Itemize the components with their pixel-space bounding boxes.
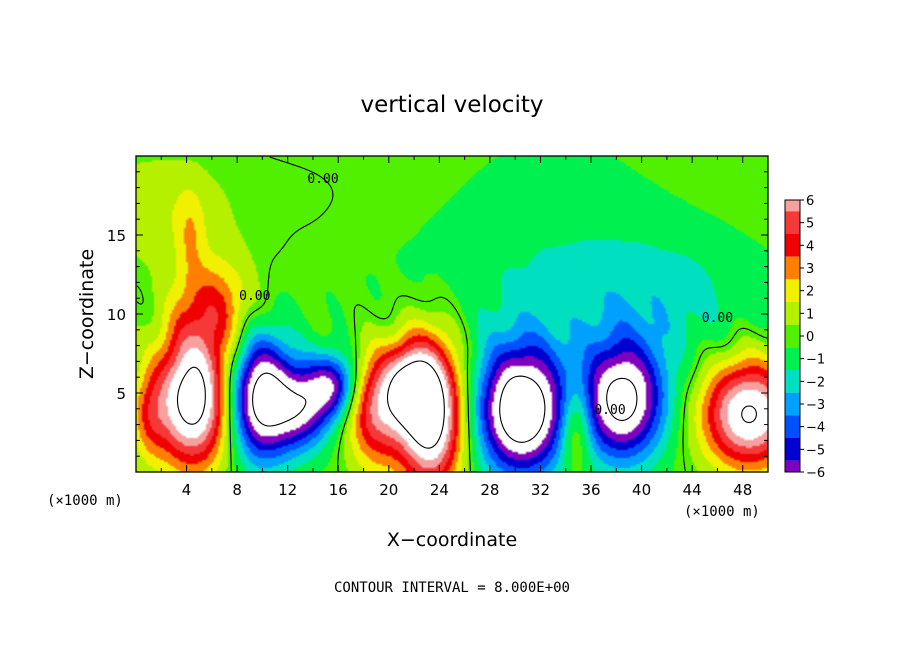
colorbar-swatch	[785, 460, 800, 472]
contour-label: 0.00	[702, 311, 733, 326]
contour-line	[176, 360, 757, 449]
x-tick-label: 20	[379, 481, 398, 499]
contour-label: 0.00	[307, 172, 338, 187]
y-tick-label: 10	[107, 306, 126, 324]
x-tick-label: 16	[329, 481, 348, 499]
colorbar-swatch	[785, 415, 800, 438]
colorbar-swatch	[785, 200, 800, 212]
colorbar-label: 1	[806, 307, 814, 322]
x-tick-label: 48	[733, 481, 752, 499]
zero-contour-lines	[136, 156, 768, 472]
colorbar-label: −1	[806, 353, 825, 368]
colorbar-label: −2	[806, 375, 825, 390]
x-tick-label: 12	[278, 481, 297, 499]
colorbar-label: −6	[806, 466, 825, 481]
x-axis-ticks: 4 8 12 16 20 24 28 32 36 40 44 48	[160, 156, 769, 499]
colorbar-label: 4	[806, 239, 814, 254]
contour-interval-note: CONTOUR INTERVAL = 8.000E+00	[334, 580, 570, 596]
contour-labels: 0.00 0.00 0.00 0.00	[239, 172, 733, 418]
colorbar-label: 3	[806, 262, 814, 277]
x-tick-label: 24	[430, 481, 449, 499]
colorbar-swatch	[785, 211, 800, 234]
colorbar-swatch	[785, 370, 800, 393]
x-axis-label: X−coordinate	[387, 529, 517, 551]
colorbar-swatch	[785, 279, 800, 302]
chart-title: vertical velocity	[361, 92, 544, 118]
x-tick-label: 8	[232, 481, 242, 499]
x-tick-label: 4	[182, 481, 192, 499]
contour-label: 0.00	[239, 289, 270, 304]
contour-label: 0.00	[594, 403, 625, 418]
colorbar-swatch	[785, 347, 800, 370]
velocity-heatmap	[136, 156, 768, 472]
y-tick-label: 15	[107, 227, 126, 245]
x-tick-label: 44	[683, 481, 702, 499]
x-unit-right: (×1000 m)	[684, 504, 760, 520]
colorbar-swatch	[785, 256, 800, 280]
colorbar-label: 5	[806, 217, 814, 232]
y-axis-label: Z−coordinate	[76, 249, 98, 379]
contour-line	[252, 372, 638, 443]
y-tick-label: 5	[116, 385, 126, 403]
x-tick-label: 28	[480, 481, 499, 499]
colorbar-label: 2	[806, 285, 814, 300]
x-tick-label: 36	[581, 481, 600, 499]
colorbar-swatch	[785, 438, 800, 461]
colorbar-swatch	[785, 234, 800, 257]
colorbar-swatch	[785, 392, 800, 416]
colorbar-swatch	[785, 302, 800, 325]
plot-area: 0.000.000.000.00 4 8 12 16 20 24 28 32 36 40 44 48 …	[107, 155, 769, 499]
x-tick-label: 32	[531, 481, 550, 499]
colorbar-label: −5	[806, 443, 825, 458]
colorbar-label: −4	[806, 421, 825, 436]
colorbar-label: −3	[806, 398, 825, 413]
x-unit-left: (×1000 m)	[47, 493, 123, 509]
y-axis-ticks: 5 10 15	[107, 171, 768, 457]
colorbar-label: 0	[806, 330, 814, 345]
colorbar-swatch	[785, 324, 800, 348]
colorbar-label: 6	[806, 194, 814, 209]
contour-line	[136, 156, 768, 472]
colorbar: 6 5 4 3 2 1 0 −1 −2 −3 −4 −5 −6	[784, 194, 825, 481]
x-tick-label: 40	[632, 481, 651, 499]
